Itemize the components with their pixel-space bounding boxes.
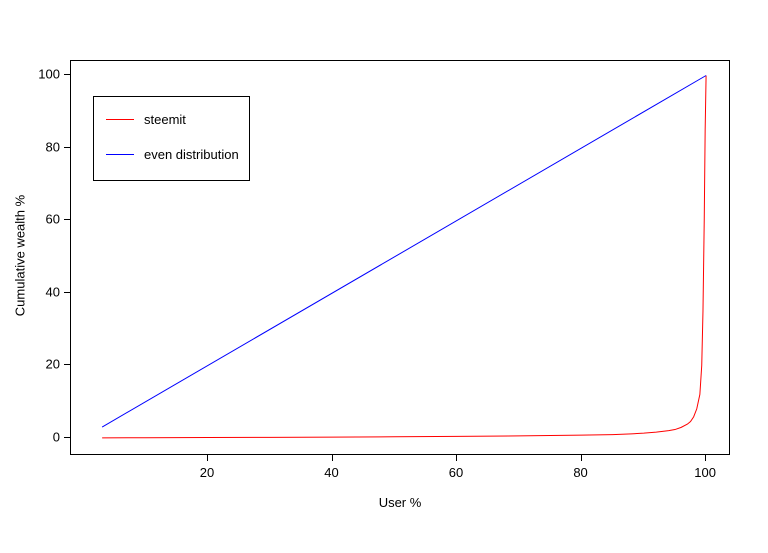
- y-tick-label: 60: [30, 212, 60, 227]
- legend-item-steemit: steemit: [106, 112, 186, 127]
- y-tick-label: 20: [30, 357, 60, 372]
- x-tick-mark: [456, 455, 457, 461]
- x-tick-label: 80: [573, 465, 587, 480]
- x-tick-mark: [332, 455, 333, 461]
- x-tick-mark: [207, 455, 208, 461]
- y-tick-label: 40: [30, 284, 60, 299]
- y-tick-label: 100: [30, 67, 60, 82]
- legend-line-icon: [106, 119, 134, 120]
- y-tick-mark: [64, 74, 70, 75]
- y-tick-mark: [64, 219, 70, 220]
- legend-line-icon: [106, 154, 134, 155]
- y-axis-label: Cumulative wealth %: [13, 175, 28, 335]
- y-tick-label: 0: [30, 429, 60, 444]
- y-tick-mark: [64, 437, 70, 438]
- y-tick-mark: [64, 147, 70, 148]
- legend-label: steemit: [144, 112, 186, 127]
- chart-container: steemit even distribution 20 40 60 80 100 0 20…: [0, 0, 768, 553]
- x-axis-label: User %: [70, 495, 730, 510]
- x-tick-label: 100: [694, 465, 716, 480]
- plot-area: steemit even distribution: [70, 60, 730, 455]
- x-tick-label: 60: [449, 465, 463, 480]
- x-tick-mark: [581, 455, 582, 461]
- legend-box: steemit even distribution: [93, 96, 250, 181]
- y-tick-mark: [64, 292, 70, 293]
- legend-item-even-distribution: even distribution: [106, 147, 239, 162]
- y-tick-label: 80: [30, 139, 60, 154]
- x-tick-label: 40: [324, 465, 338, 480]
- legend-label: even distribution: [144, 147, 239, 162]
- y-tick-mark: [64, 364, 70, 365]
- x-tick-label: 20: [200, 465, 214, 480]
- x-tick-mark: [705, 455, 706, 461]
